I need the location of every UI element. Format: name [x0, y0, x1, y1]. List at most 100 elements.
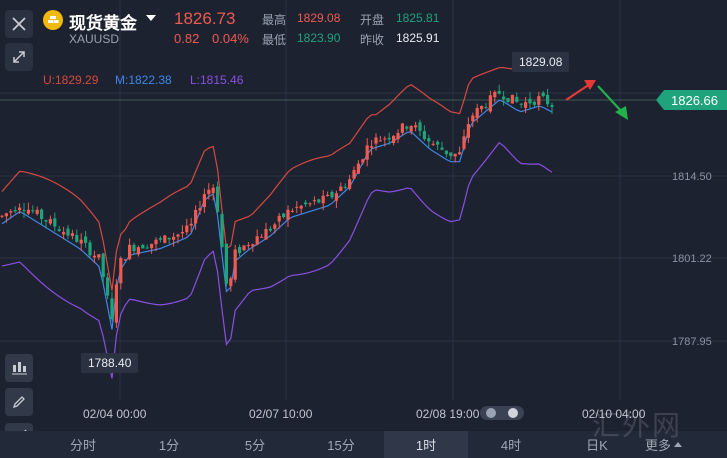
candle-body [238, 247, 242, 254]
upper-band-line [1, 57, 553, 291]
chart-type-button[interactable] [5, 354, 33, 382]
candlestick-chart[interactable] [0, 0, 727, 431]
candle-body [444, 150, 448, 155]
candle-body [211, 187, 215, 194]
tab-more[interactable]: 更多 [640, 431, 687, 458]
tab-intraday[interactable]: 分时 [69, 438, 96, 453]
tab-1min[interactable]: 1分 [158, 438, 180, 453]
candle-body [35, 209, 39, 214]
candle-body [0, 215, 4, 217]
draw-tool-button[interactable] [5, 388, 33, 416]
candle-body [198, 208, 202, 211]
candle-body [541, 92, 545, 97]
time-axis-label: 02/07 10:00 [249, 407, 313, 421]
candle-body [414, 125, 418, 128]
candle-body [207, 189, 211, 195]
candle-body [136, 247, 140, 255]
candle-body [79, 239, 83, 244]
candle-body [352, 170, 356, 179]
candle-body [484, 106, 488, 108]
chevron-down-icon[interactable] [146, 15, 156, 21]
candle-body [546, 94, 550, 105]
candle-body [374, 137, 378, 144]
low-label: 最低 [262, 33, 287, 47]
candle-body [317, 199, 321, 203]
candle-body [370, 146, 374, 148]
candle-body [273, 224, 277, 229]
candle-body [251, 244, 255, 247]
candle-body [510, 94, 514, 104]
candle-body [326, 194, 330, 197]
candle-body [282, 213, 286, 218]
crosshair-toggle[interactable] [480, 406, 524, 420]
low-value: 1823.90 [297, 31, 341, 45]
boll-lower-label: L:1815.46 [190, 73, 244, 87]
tab-15min[interactable]: 15分 [327, 438, 355, 453]
candle-body [396, 133, 400, 140]
prev-close-value: 1825.91 [396, 31, 440, 45]
candle-body [440, 147, 444, 150]
price-axis-label: 1814.50 [672, 171, 712, 183]
candle-body [422, 131, 426, 140]
current-price-tag: 1826.66 [656, 90, 727, 110]
candle-body [229, 278, 233, 287]
tab-4hour[interactable]: 4时 [500, 438, 522, 453]
open-value: 1825.81 [396, 11, 440, 25]
candle-body [88, 242, 92, 256]
candle-body [9, 211, 13, 213]
candle-body [528, 98, 532, 104]
candle-body [57, 229, 61, 232]
candle-body [150, 243, 154, 249]
candle-body [392, 135, 396, 144]
candle-body [312, 200, 316, 202]
price-axis-label: 1787.95 [672, 336, 712, 348]
candle-body [400, 123, 404, 133]
tab-5min[interactable]: 5分 [244, 438, 266, 453]
candle-body [405, 126, 409, 129]
candle-body [378, 140, 382, 142]
candle-body [92, 255, 96, 258]
candle-body [506, 98, 510, 102]
candlestick-icon [12, 362, 27, 375]
candle-body [132, 244, 136, 252]
candle-body [145, 247, 149, 249]
candle-body [524, 102, 528, 108]
tab-1hour[interactable]: 1时 [384, 431, 468, 458]
candle-body [224, 243, 228, 284]
candle-body [260, 236, 264, 238]
candle-body [343, 186, 347, 188]
candle-body [286, 209, 290, 220]
candle-body [194, 210, 198, 224]
candle-body [295, 206, 299, 208]
candle-body [264, 229, 268, 240]
candle-body [255, 236, 259, 245]
fullscreen-button[interactable] [5, 43, 33, 71]
expand-icon [13, 51, 25, 63]
candle-body [13, 210, 17, 212]
candle-body [4, 213, 8, 217]
candle-body [167, 237, 171, 240]
candle-body [462, 136, 466, 149]
watermark: 汇外网 [592, 409, 683, 442]
high-value: 1829.08 [297, 11, 341, 25]
candle-body [308, 203, 312, 205]
candle-body [44, 220, 48, 222]
candle-body [66, 228, 70, 236]
candle-body [488, 95, 492, 112]
candle-body [158, 238, 162, 240]
candle-body [114, 284, 118, 323]
candle-body [26, 209, 30, 214]
trend-up-arrowhead [584, 80, 596, 90]
candle-body [48, 219, 52, 224]
candle-body [119, 258, 123, 284]
instrument-title[interactable]: 现货黄金 [69, 14, 137, 33]
candle-body [70, 233, 74, 236]
tabs-spacer [0, 431, 40, 458]
timeframe-tabs: 分时 1分 5分 15分 1时 4时 日K 更多 [0, 431, 727, 458]
candle-body [321, 195, 325, 204]
time-axis-label: 02/04 00:00 [83, 407, 147, 421]
candle-body [471, 115, 475, 122]
candle-body [348, 179, 352, 189]
close-button[interactable] [5, 10, 33, 38]
tab-daily[interactable]: 日K [586, 438, 608, 453]
